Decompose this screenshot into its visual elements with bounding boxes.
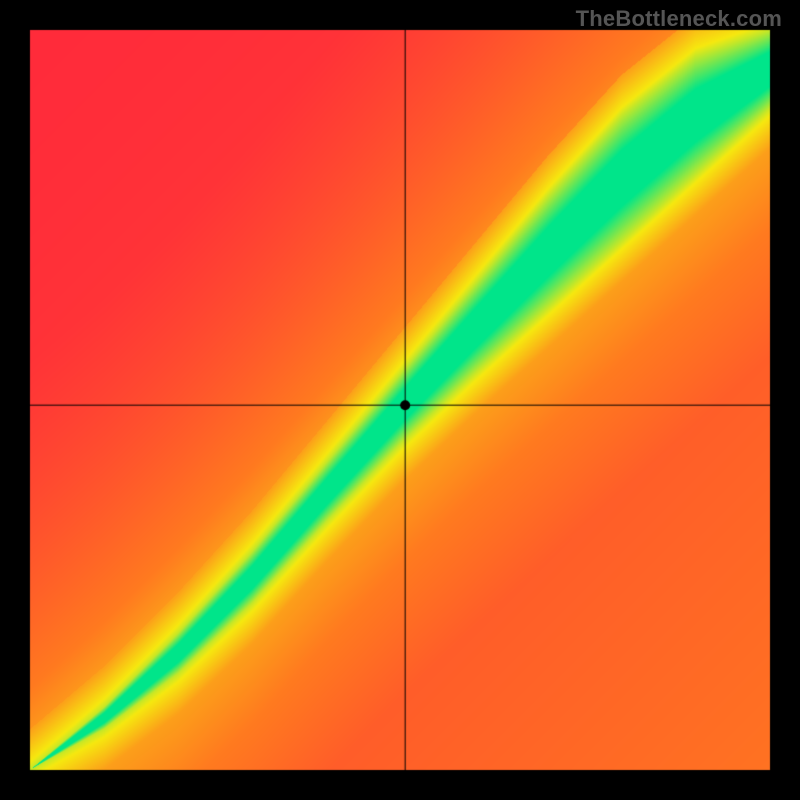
bottleneck-heatmap	[0, 0, 800, 800]
chart-container: TheBottleneck.com	[0, 0, 800, 800]
watermark-text: TheBottleneck.com	[576, 6, 782, 32]
